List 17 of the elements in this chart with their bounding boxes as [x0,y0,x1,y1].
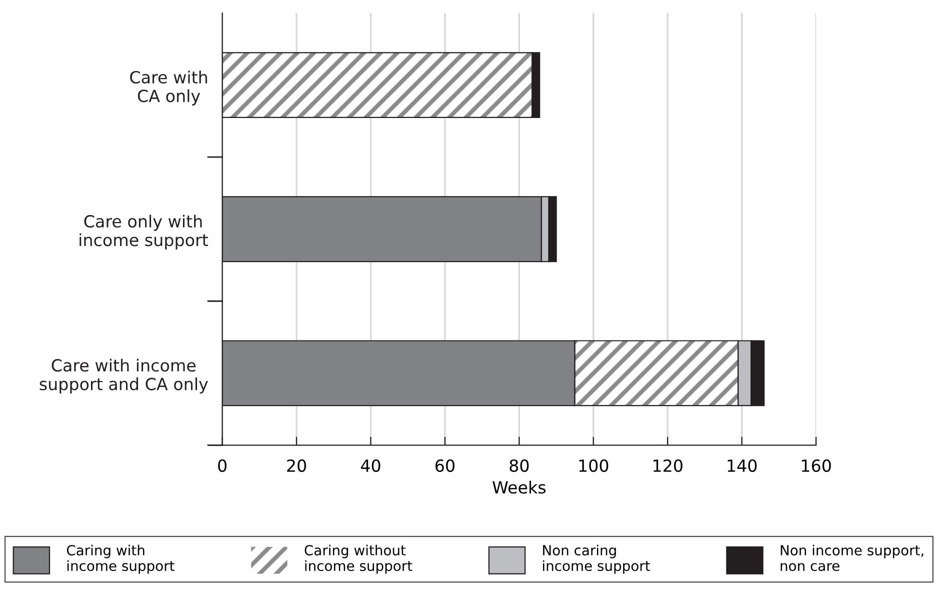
legend-label: Non income support, non care [780,544,924,572]
y-tick-label: Care only with income support [80,214,208,250]
x-tick-label: 140 [728,459,757,472]
legend-label: Caring with income support [66,544,174,574]
x-tick-label: 80 [510,459,529,472]
legend-label: Caring without income support [304,544,412,574]
y-tick-label: Care with CA only [130,70,208,106]
x-tick-label: 100 [579,459,608,472]
x-tick-label: 120 [654,459,682,472]
y-tick-label: Care with income support and CA only [40,358,208,394]
x-tick-label: 60 [436,459,454,472]
x-tick-label: 20 [287,459,306,472]
x-tick-label: 40 [360,459,380,472]
x-axis-title: Weeks [492,480,546,494]
x-tick-label: 160 [802,459,831,472]
legend-label: Non caring income support [543,544,650,574]
x-tick-label: 0 [218,459,226,472]
